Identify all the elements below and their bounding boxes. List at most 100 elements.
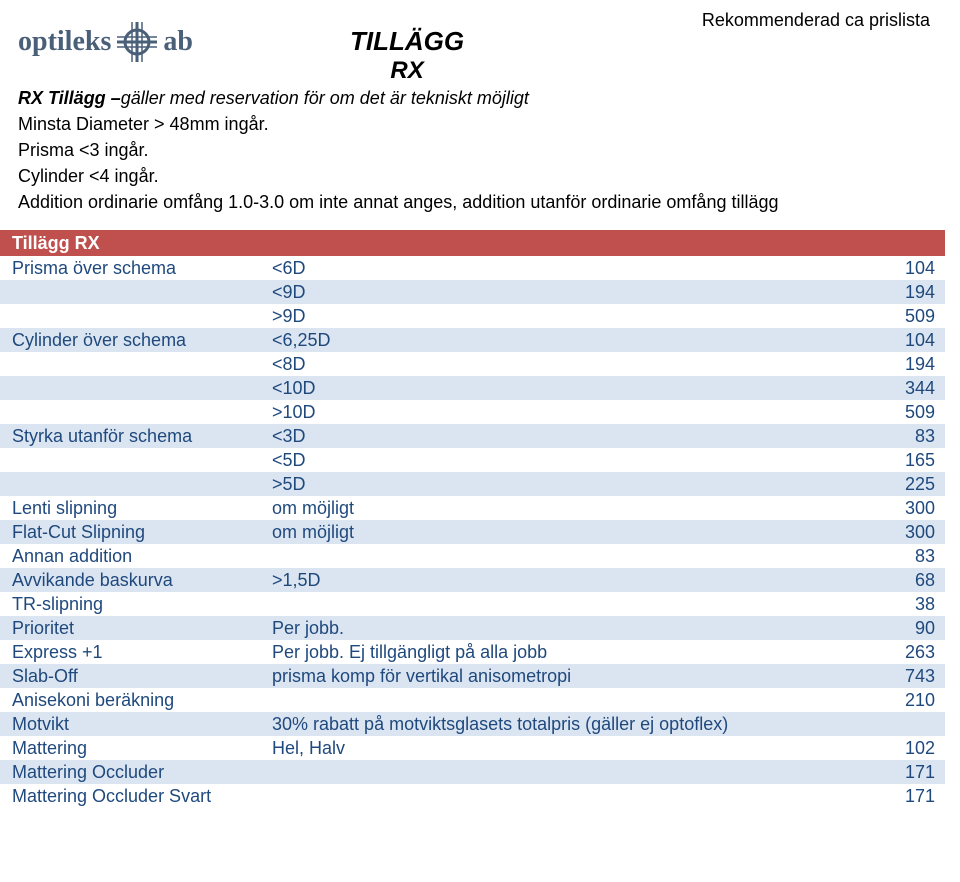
row-label: Lenti slipning <box>12 496 272 520</box>
intro-line2: Minsta Diameter > 48mm ingår. <box>18 111 779 137</box>
row-price: 68 <box>865 568 935 592</box>
intro-line1: RX Tillägg –gäller med reservation för o… <box>18 85 779 111</box>
row-detail: om möjligt <box>272 496 865 520</box>
table-row: <10D344 <box>0 376 945 400</box>
row-label <box>12 280 272 304</box>
row-label: Flat-Cut Slipning <box>12 520 272 544</box>
intro-line1-bold: RX Tillägg – <box>18 88 121 108</box>
row-detail: om möjligt <box>272 520 865 544</box>
table-row: >5D225 <box>0 472 945 496</box>
row-price: 225 <box>865 472 935 496</box>
logo-text-left: optileks <box>18 26 111 58</box>
header-note: Rekommenderad ca prislista <box>702 10 930 31</box>
row-detail: <5D <box>272 448 865 472</box>
table-row: Avvikande baskurva>1,5D68 <box>0 568 945 592</box>
table-row: Mattering Occluder Svart171 <box>0 784 945 808</box>
row-label: Annan addition <box>12 544 272 568</box>
row-price: 171 <box>865 760 935 784</box>
row-detail: <6,25D <box>272 328 865 352</box>
table-row: >10D509 <box>0 400 945 424</box>
table-row: Flat-Cut Slipningom möjligt300 <box>0 520 945 544</box>
table-row: Cylinder över schema<6,25D104 <box>0 328 945 352</box>
table-row: Lenti slipningom möjligt300 <box>0 496 945 520</box>
row-detail: <10D <box>272 376 865 400</box>
row-detail <box>272 544 865 568</box>
row-label: Anisekoni beräkning <box>12 688 272 712</box>
row-label: Mattering <box>12 736 272 760</box>
row-detail <box>272 760 865 784</box>
row-price: 83 <box>865 544 935 568</box>
row-detail: >5D <box>272 472 865 496</box>
intro-line1-rest: gäller med reservation för om det är tek… <box>121 88 529 108</box>
row-detail <box>272 784 865 808</box>
title-line2: RX <box>350 57 464 85</box>
row-detail: >1,5D <box>272 568 865 592</box>
table-row: Styrka utanför schema<3D83 <box>0 424 945 448</box>
table-row: Slab-Offprisma komp för vertikal anisome… <box>0 664 945 688</box>
row-detail: Per jobb. <box>272 616 865 640</box>
row-price: 104 <box>865 328 935 352</box>
row-label: Prioritet <box>12 616 272 640</box>
table-row: Motvikt30% rabatt på motviktsglasets tot… <box>0 712 945 736</box>
row-label: Styrka utanför schema <box>12 424 272 448</box>
row-price: 102 <box>865 736 935 760</box>
intro-block: RX Tillägg –gäller med reservation för o… <box>18 85 779 215</box>
row-label: Avvikande baskurva <box>12 568 272 592</box>
row-label <box>12 472 272 496</box>
page-title: TILLÄGG RX <box>350 26 464 85</box>
table-row: <8D194 <box>0 352 945 376</box>
row-price: 83 <box>865 424 935 448</box>
row-price: 90 <box>865 616 935 640</box>
row-price: 194 <box>865 352 935 376</box>
row-label: Slab-Off <box>12 664 272 688</box>
row-detail: <6D <box>272 256 865 280</box>
title-line1: TILLÄGG <box>350 26 464 57</box>
row-label: Mattering Occluder <box>12 760 272 784</box>
row-price: 743 <box>865 664 935 688</box>
table-body: Prisma över schema<6D104<9D194>9D509Cyli… <box>0 256 945 808</box>
row-price: 38 <box>865 592 935 616</box>
table-row: <9D194 <box>0 280 945 304</box>
row-label: TR-slipning <box>12 592 272 616</box>
row-detail: >9D <box>272 304 865 328</box>
row-detail: Hel, Halv <box>272 736 865 760</box>
table-row: MatteringHel, Halv102 <box>0 736 945 760</box>
row-price: 165 <box>865 448 935 472</box>
table-header: Tillägg RX <box>0 230 945 256</box>
intro-line5: Addition ordinarie omfång 1.0-3.0 om int… <box>18 189 779 215</box>
row-label <box>12 304 272 328</box>
table-row: Prisma över schema<6D104 <box>0 256 945 280</box>
intro-line4: Cylinder <4 ingår. <box>18 163 779 189</box>
row-label: Motvikt <box>12 712 272 736</box>
table-row: PrioritetPer jobb.90 <box>0 616 945 640</box>
row-price: 263 <box>865 640 935 664</box>
row-detail: 30% rabatt på motviktsglasets totalpris … <box>272 712 865 736</box>
intro-line3: Prisma <3 ingår. <box>18 137 779 163</box>
row-price: 300 <box>865 520 935 544</box>
row-label <box>12 352 272 376</box>
table-row: TR-slipning 38 <box>0 592 945 616</box>
row-price: 210 <box>865 688 935 712</box>
row-detail: Per jobb. Ej tillgängligt på alla jobb <box>272 640 865 664</box>
table-row: Express +1Per jobb. Ej tillgängligt på a… <box>0 640 945 664</box>
row-detail: >10D <box>272 400 865 424</box>
table-row: <5D165 <box>0 448 945 472</box>
row-label: Express +1 <box>12 640 272 664</box>
logo: optileks ab <box>18 20 193 64</box>
row-label <box>12 400 272 424</box>
logo-text-right: ab <box>163 26 193 58</box>
row-detail: prisma komp för vertikal anisometropi <box>272 664 865 688</box>
row-price: 300 <box>865 496 935 520</box>
logo-mark-icon <box>115 20 159 64</box>
row-price: 344 <box>865 376 935 400</box>
table-row: Mattering Occluder 171 <box>0 760 945 784</box>
row-detail <box>272 688 865 712</box>
row-price: 171 <box>865 784 935 808</box>
table-row: Anisekoni beräkning 210 <box>0 688 945 712</box>
row-price: 509 <box>865 400 935 424</box>
row-detail: <9D <box>272 280 865 304</box>
table-row: >9D509 <box>0 304 945 328</box>
row-price: 104 <box>865 256 935 280</box>
table-row: Annan addition 83 <box>0 544 945 568</box>
row-price: 509 <box>865 304 935 328</box>
